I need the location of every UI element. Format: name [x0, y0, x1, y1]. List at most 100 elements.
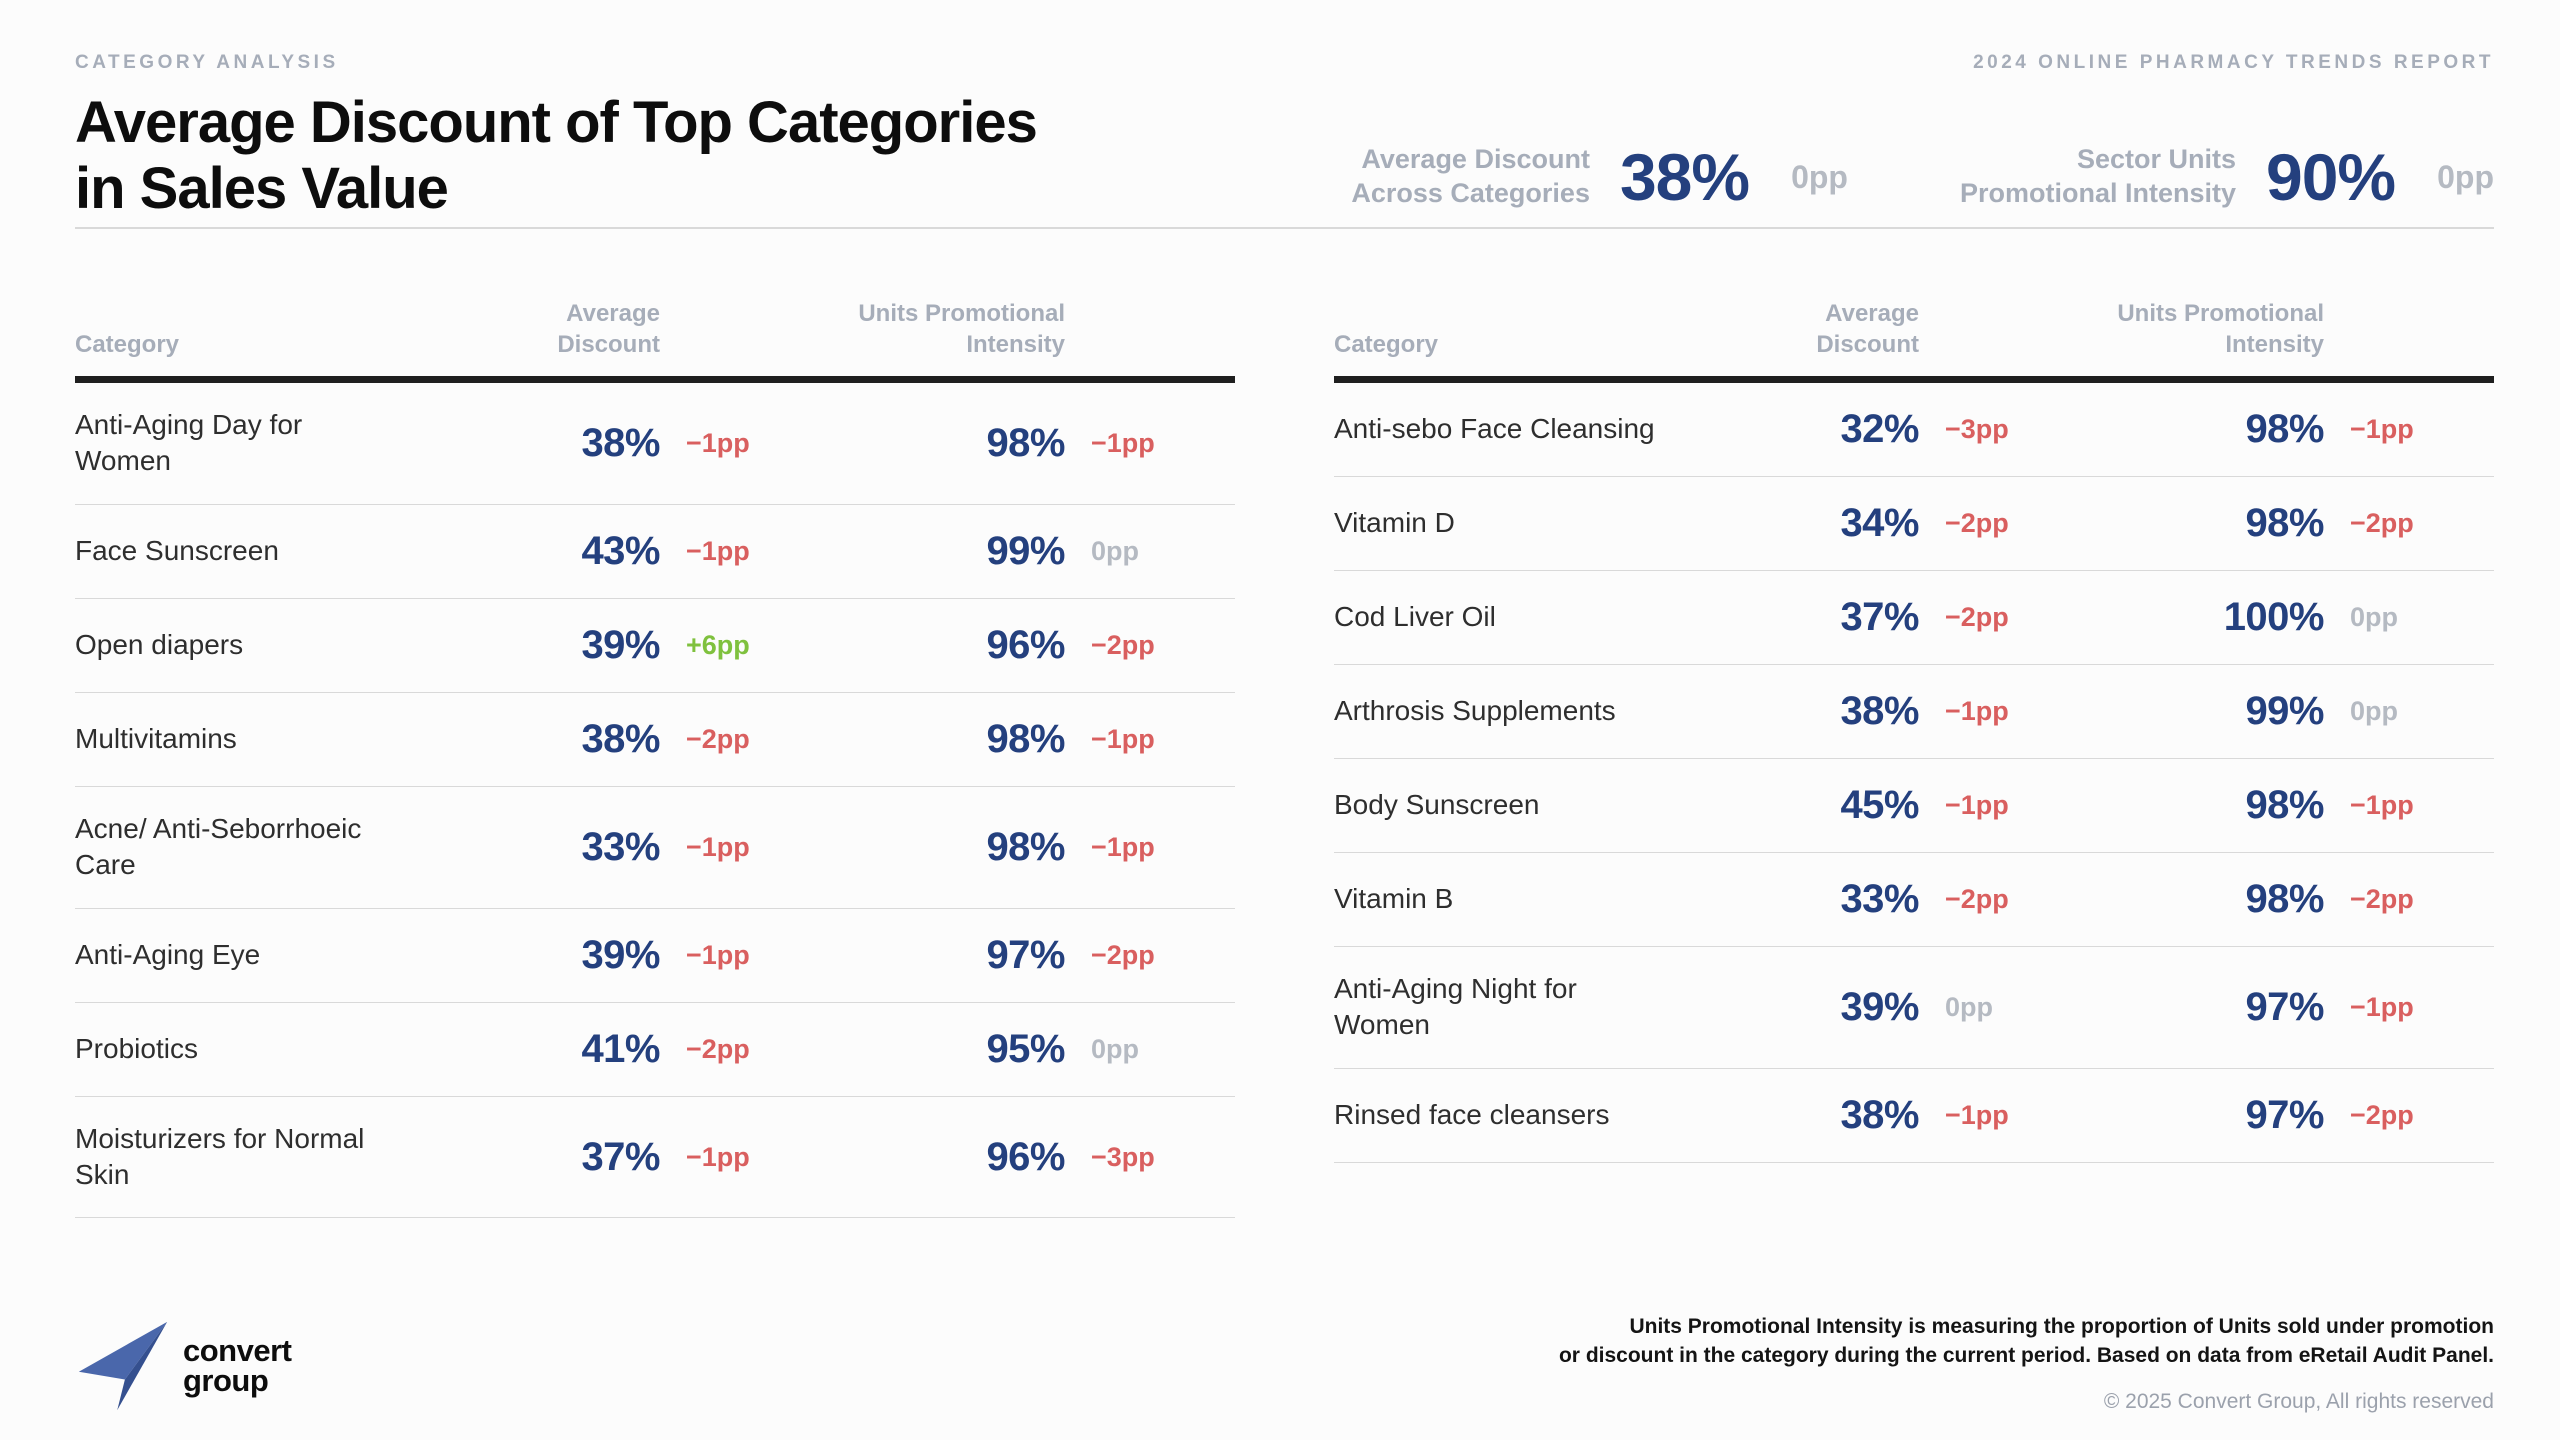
average-discount-value: 33%: [1840, 877, 1919, 922]
average-discount-change: −2pp: [1945, 508, 2009, 539]
table-row: Anti-sebo Face Cleansing 32% −3pp 98% −1…: [1334, 383, 2494, 478]
average-discount-change: −2pp: [1945, 602, 2009, 633]
table-row: Anti-Aging Day for Women 38% −1pp 98% −1…: [75, 383, 1235, 505]
slide-header: CATEGORY ANALYSIS Average Discount of To…: [75, 0, 2494, 221]
average-discount-change: −2pp: [686, 1033, 750, 1064]
average-discount-value: 37%: [1840, 595, 1919, 640]
table-row: Probiotics 41% −2pp 95% 0pp: [75, 1003, 1235, 1097]
average-discount-value: 38%: [581, 716, 660, 761]
table-row: Anti-Aging Night for Women 39% 0pp 97% −…: [1334, 947, 2494, 1069]
units-intensity-value: 95%: [986, 1026, 1065, 1071]
kpi-sector-units-intensity: Sector Units Promotional Intensity 90% 0p…: [1960, 139, 2494, 215]
units-intensity-change: 0pp: [2350, 696, 2399, 727]
units-intensity-value: 97%: [986, 932, 1065, 977]
units-intensity-value: 98%: [986, 716, 1065, 761]
kpi-value: 38%: [1619, 140, 1750, 215]
units-intensity-change: −2pp: [2350, 1099, 2414, 1130]
section-eyebrow: CATEGORY ANALYSIS: [75, 52, 339, 73]
category-name: Face Sunscreen: [75, 535, 279, 567]
average-discount-value: 43%: [581, 528, 660, 573]
table-row: Cod Liver Oil 37% −2pp 100% 0pp: [1334, 571, 2494, 666]
category-tables: Category Average Discount Units Promotio…: [75, 287, 2494, 1219]
units-intensity-change: −2pp: [2350, 884, 2414, 915]
kpi-average-discount: Average Discount Across Categories 38% 0p…: [1351, 139, 1848, 215]
kpi-label: Average Discount Across Categories: [1351, 144, 1590, 209]
category-name: Arthrosis Supplements: [1334, 695, 1616, 727]
methodology-note: Units Promotional Intensity is measuring…: [1558, 1315, 2494, 1367]
page-title: Average Discount of Top Categories in Sal…: [75, 90, 1038, 221]
average-discount-value: 33%: [581, 824, 660, 869]
table-row: Body Sunscreen 45% −1pp 98% −1pp: [1334, 759, 2494, 854]
units-intensity-value: 96%: [986, 1134, 1065, 1179]
units-intensity-change: −2pp: [1091, 939, 1155, 970]
table-header: Category Average Discount Units Promotio…: [1334, 287, 2494, 384]
units-intensity-change: 0pp: [2350, 602, 2399, 633]
average-discount-change: −1pp: [686, 831, 750, 862]
units-intensity-value: 98%: [2245, 783, 2324, 828]
slide-footer: convert group Units Promotional Intensity…: [75, 1313, 2494, 1414]
average-discount-change: −1pp: [686, 427, 750, 458]
average-discount-change: −1pp: [1945, 1099, 2009, 1130]
average-discount-value: 38%: [1840, 1092, 1919, 1137]
average-discount-value: 41%: [581, 1026, 660, 1071]
table-row: Anti-Aging Eye 39% −1pp 97% −2pp: [75, 909, 1235, 1003]
units-intensity-value: 99%: [986, 528, 1065, 573]
category-name: Moisturizers for Normal Skin: [75, 1122, 365, 1191]
average-discount-change: −2pp: [1945, 884, 2009, 915]
column-header-category: Category: [1334, 330, 1439, 358]
average-discount-value: 38%: [1840, 689, 1919, 734]
kpi-label: Sector Units Promotional Intensity: [1959, 144, 2236, 209]
title-block: CATEGORY ANALYSIS Average Discount of To…: [75, 52, 1038, 221]
units-intensity-value: 98%: [2245, 877, 2324, 922]
average-discount-change: 0pp: [1945, 991, 1994, 1022]
copyright-text: © 2025 Convert Group, All rights reserve…: [2103, 1390, 2494, 1413]
header-right: 2024 ONLINE PHARMACY TRENDS REPORT Avera…: [1351, 52, 2494, 221]
column-header-average-discount: Average Discount: [1816, 299, 1919, 358]
units-intensity-change: −1pp: [1091, 427, 1155, 458]
category-name: Anti-Aging Day for Women: [75, 409, 303, 477]
units-intensity-change: −2pp: [2350, 508, 2414, 539]
average-discount-value: 39%: [1840, 984, 1919, 1029]
units-intensity-value: 99%: [2245, 689, 2324, 734]
table-row: Open diapers 39% +6pp 96% −2pp: [75, 599, 1235, 693]
logo-wordmark: convert group: [183, 1332, 292, 1398]
table-header: Category Average Discount Units Promotio…: [75, 287, 1235, 384]
units-intensity-change: −3pp: [1091, 1141, 1155, 1172]
units-intensity-change: −1pp: [1091, 723, 1155, 754]
table-row: Vitamin D 34% −2pp 98% −2pp: [1334, 477, 2494, 572]
table-body: Anti-sebo Face Cleansing 32% −3pp 98% −1…: [1334, 383, 2494, 1163]
average-discount-value: 32%: [1840, 407, 1919, 452]
category-name: Vitamin B: [1334, 883, 1454, 915]
kpi-value: 90%: [2266, 140, 2396, 215]
average-discount-change: −1pp: [686, 939, 750, 970]
table-body: Anti-Aging Day for Women 38% −1pp 98% −1…: [75, 383, 1235, 1219]
units-intensity-change: 0pp: [1091, 1033, 1140, 1064]
report-label: 2024 ONLINE PHARMACY TRENDS REPORT: [1973, 52, 2494, 73]
table-row: Moisturizers for Normal Skin 37% −1pp 96…: [75, 1097, 1235, 1219]
table-row: Arthrosis Supplements 38% −1pp 99% 0pp: [1334, 665, 2494, 760]
average-discount-change: −1pp: [686, 535, 750, 566]
column-header-average-discount: Average Discount: [557, 299, 660, 358]
average-discount-change: −2pp: [686, 723, 750, 754]
category-name: Anti-sebo Face Cleansing: [1334, 413, 1655, 445]
table-row: Rinsed face cleansers 38% −1pp 97% −2pp: [1334, 1069, 2494, 1163]
units-intensity-change: −2pp: [1091, 629, 1155, 660]
kpi-row: Average Discount Across Categories 38% 0p…: [1351, 139, 2494, 221]
average-discount-value: 39%: [581, 622, 660, 667]
units-intensity-value: 98%: [986, 420, 1065, 465]
column-header-category: Category: [75, 330, 180, 358]
category-name: Multivitamins: [75, 723, 237, 755]
units-intensity-value: 97%: [2245, 984, 2324, 1029]
table-row: Multivitamins 38% −2pp 98% −1pp: [75, 693, 1235, 787]
units-intensity-value: 98%: [986, 824, 1065, 869]
category-name: Anti-Aging Night for Women: [1334, 973, 1577, 1041]
kpi-change: 0pp: [2437, 158, 2494, 195]
column-header-units-promotional-intensity: Units Promotional Intensity: [858, 299, 1065, 358]
units-intensity-value: 97%: [2245, 1092, 2324, 1137]
average-discount-change: +6pp: [686, 629, 750, 660]
category-name: Vitamin D: [1334, 507, 1455, 539]
category-name: Rinsed face cleansers: [1334, 1099, 1610, 1131]
category-name: Acne/ Anti-Seborrhoeic Care: [75, 812, 362, 881]
column-header-units-promotional-intensity: Units Promotional Intensity: [2117, 299, 2324, 358]
